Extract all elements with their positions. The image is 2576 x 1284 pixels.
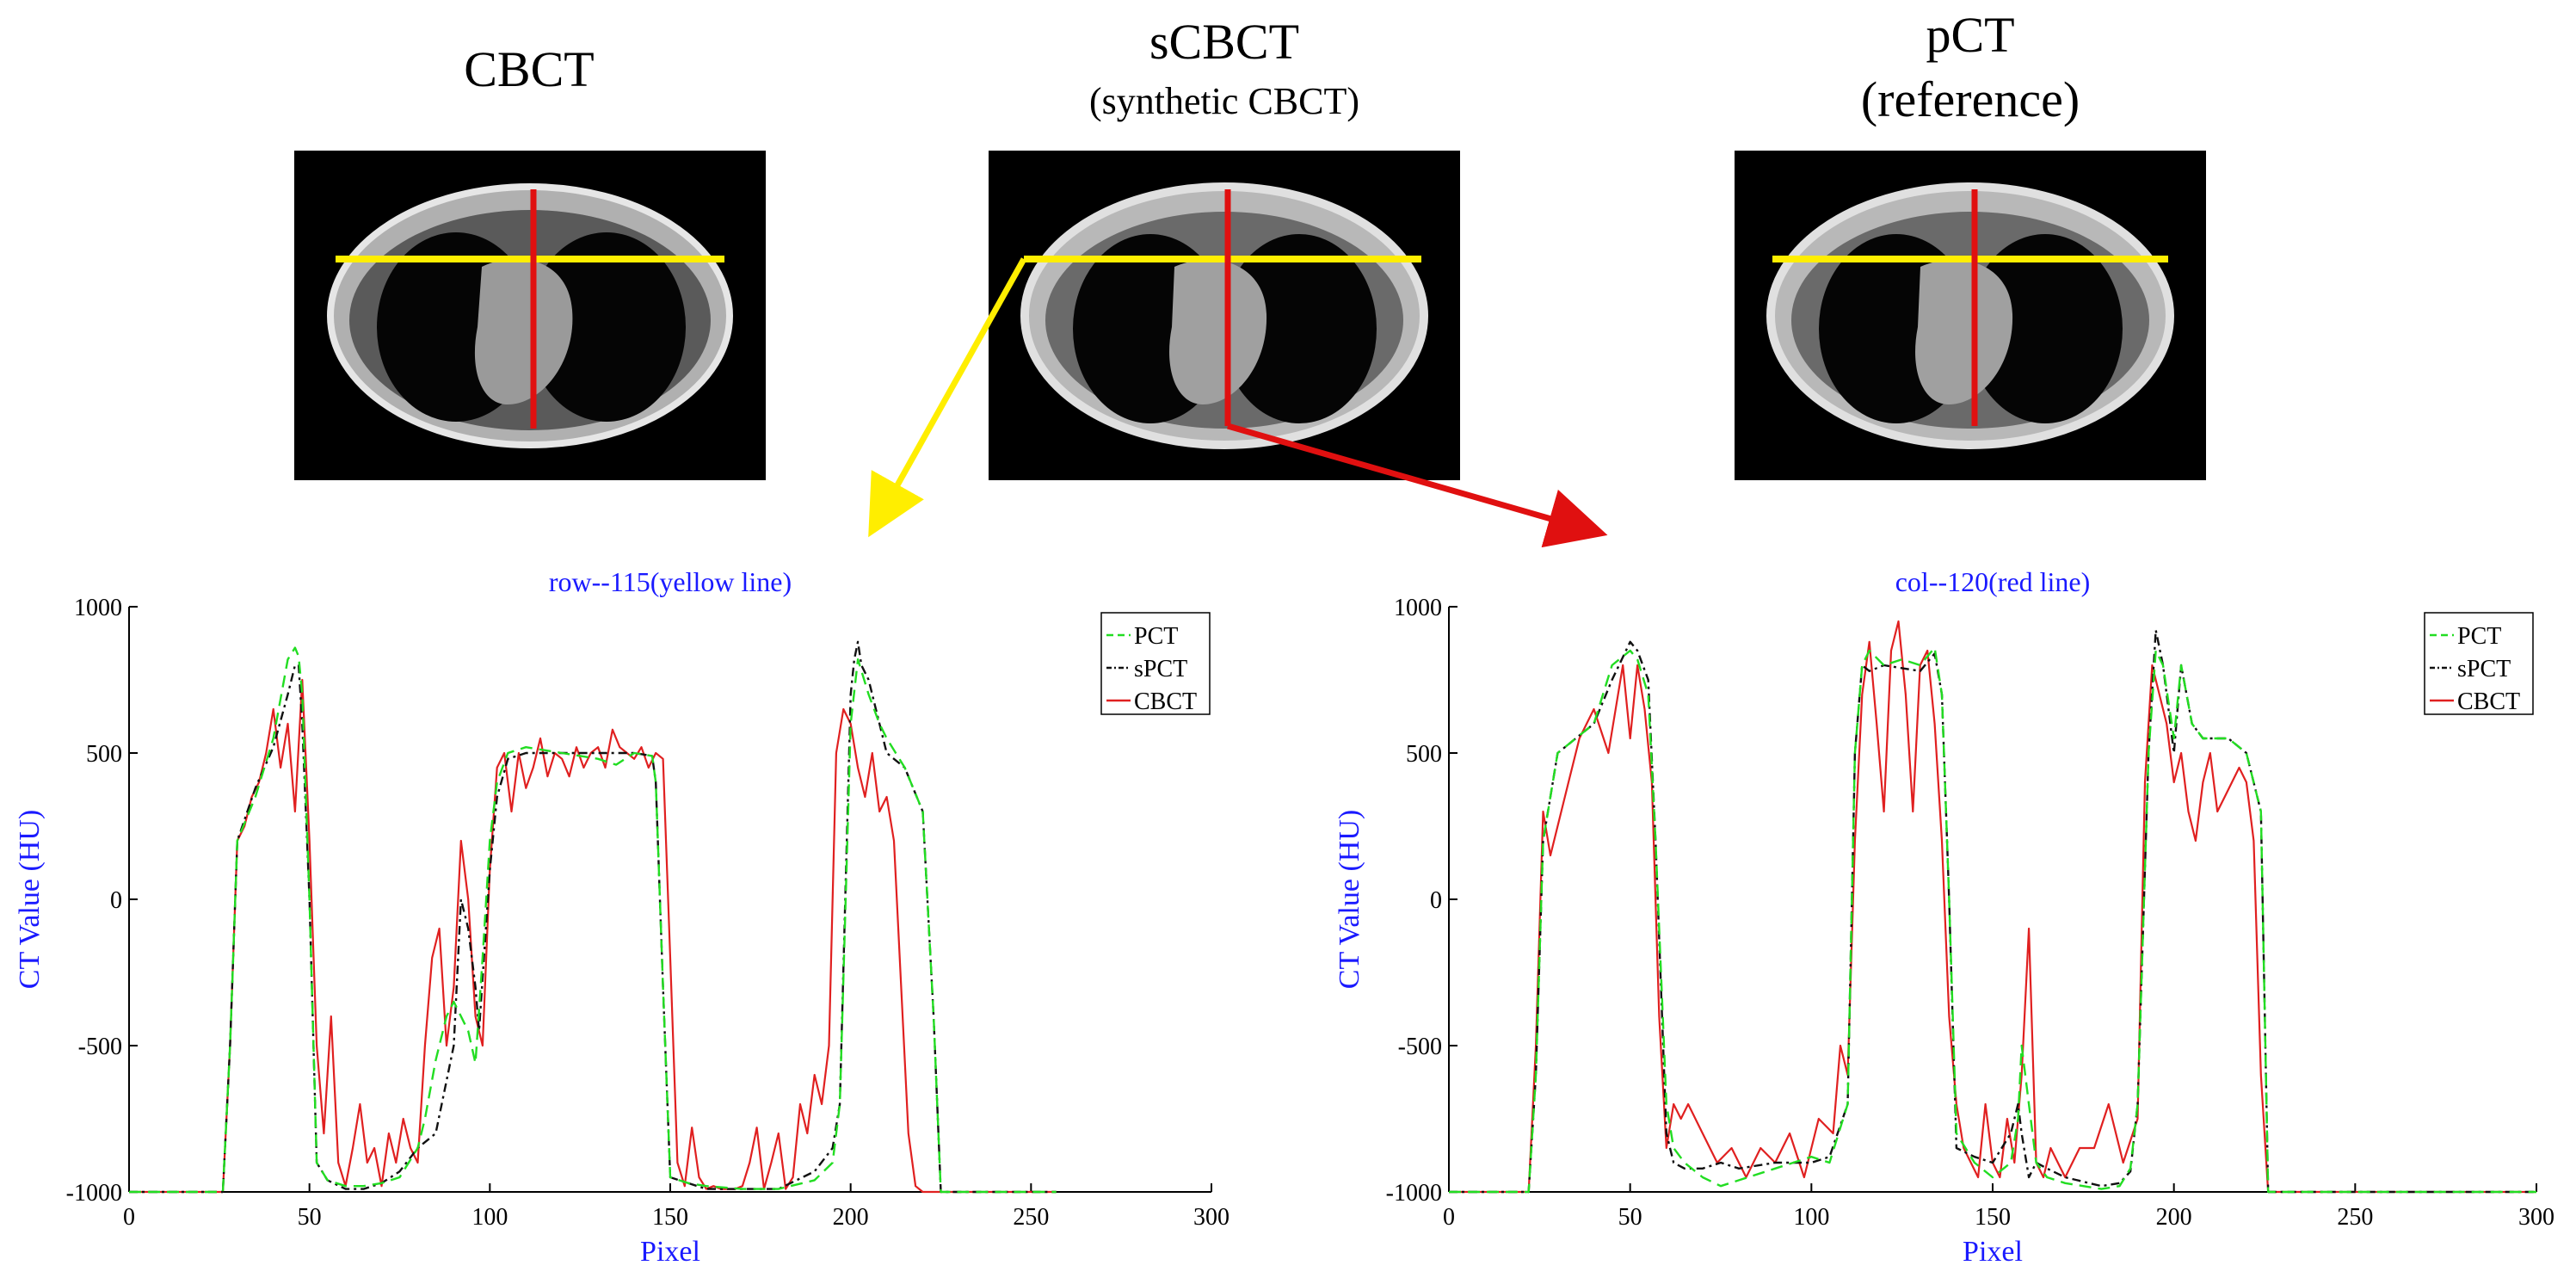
- row-chart-title: row--115(yellow line): [549, 566, 792, 597]
- row-x-tick-label: 200: [833, 1204, 869, 1231]
- row-series-cbct: [129, 678, 1057, 1194]
- col-series-cbct: [1449, 620, 2536, 1194]
- col-y-tick-label: 0: [1430, 887, 1442, 914]
- col-x-axis-label: Pixel: [1963, 1236, 2023, 1268]
- row-x-tick-label: 300: [1193, 1204, 1229, 1231]
- row-legend-box: [1100, 612, 1211, 715]
- col-series-spct: [1449, 629, 2536, 1194]
- row-x-tick-label: 0: [123, 1204, 135, 1231]
- row-profile-chart: row--115(yellow line) 0 50 100 150 200 250 300 -…: [14, 566, 1229, 1268]
- row-legend-label-pct: PCT: [1134, 623, 1178, 650]
- row-legend-label-spct: sPCT: [1134, 656, 1187, 682]
- cbct-title: CBCT: [464, 41, 595, 97]
- col-x-tick-label: 150: [1975, 1204, 2011, 1231]
- col-y-tick-label: 500: [1406, 741, 1442, 768]
- col-x-tick-label: 200: [2156, 1204, 2192, 1231]
- col-x-tick-label: 0: [1443, 1204, 1455, 1231]
- cbct-image: [294, 151, 766, 480]
- pct-subtitle: (reference): [1861, 71, 2080, 127]
- row-y-tick-label: -1000: [66, 1180, 122, 1207]
- col-series-pct: [1449, 646, 2536, 1194]
- col-legend-label-pct: PCT: [2457, 623, 2501, 650]
- col-y-tick-label: -1000: [1386, 1180, 1442, 1207]
- row-x-tick-label: 100: [471, 1204, 508, 1231]
- col-x-tick-label: 100: [1793, 1204, 1829, 1231]
- row-x-tick-label: 50: [298, 1204, 322, 1231]
- row-x-tick-label: 150: [652, 1204, 688, 1231]
- row-y-tick-label: 0: [110, 887, 122, 914]
- red-arrow: [1227, 423, 1608, 548]
- col-y-axis-label: CT Value (HU): [1334, 810, 1365, 989]
- col-legend-box: [2424, 612, 2534, 715]
- col-y-tick-label: 1000: [1394, 595, 1442, 621]
- row-legend-label-cbct: CBCT: [1134, 688, 1197, 715]
- row-series-pct: [129, 646, 1057, 1194]
- row-x-tick-label: 250: [1013, 1204, 1049, 1231]
- scbct-subtitle: (synthetic CBCT): [1089, 80, 1359, 122]
- col-legend-label-spct: sPCT: [2457, 656, 2511, 682]
- yellow-arrow: [868, 257, 1027, 538]
- row-series-spct: [129, 640, 1057, 1194]
- row-x-axis-label: Pixel: [640, 1236, 700, 1268]
- scbct-title: sCBCT: [1149, 14, 1299, 70]
- col-profile-chart: col--120(red line) 0 50 100 150 200 250 300 -100…: [1334, 566, 2554, 1268]
- row-y-tick-label: -500: [78, 1034, 122, 1060]
- col-legend-label-cbct: CBCT: [2457, 688, 2520, 715]
- row-y-tick-label: 1000: [74, 595, 122, 621]
- pct-image: [1735, 151, 2206, 480]
- col-x-tick-label: 50: [1618, 1204, 1642, 1231]
- col-y-tick-label: -500: [1398, 1034, 1442, 1060]
- col-chart-title: col--120(red line): [1895, 566, 2091, 597]
- scbct-image: [989, 151, 1460, 480]
- row-y-axis-label: CT Value (HU): [14, 810, 46, 989]
- pct-title: pCT: [1926, 7, 2014, 63]
- col-x-tick-label: 250: [2337, 1204, 2373, 1231]
- row-y-tick-label: 500: [86, 741, 122, 768]
- col-x-tick-label: 300: [2518, 1204, 2554, 1231]
